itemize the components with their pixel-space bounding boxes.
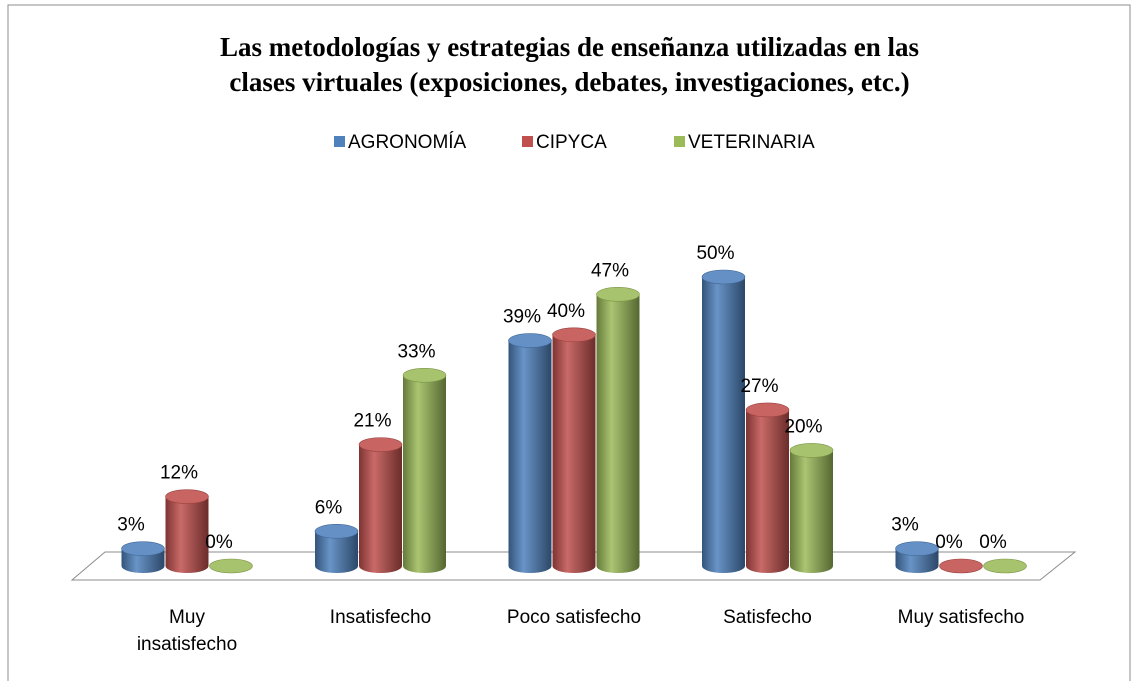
bar-body xyxy=(746,409,789,573)
bar-top xyxy=(701,269,746,285)
data-label: 0% xyxy=(979,532,1007,553)
bar-top xyxy=(596,287,640,302)
bar-top xyxy=(358,437,403,452)
bar xyxy=(895,541,939,573)
bar xyxy=(165,489,209,573)
bar-body xyxy=(165,496,209,573)
x-tick-label: Satisfecho xyxy=(723,607,812,628)
data-label: 12% xyxy=(160,463,198,484)
bar xyxy=(552,327,596,573)
bar xyxy=(701,269,746,573)
bar-top xyxy=(209,558,253,574)
bar xyxy=(314,524,359,573)
x-tick-label: Muy insatisfecho xyxy=(136,607,238,655)
bar-top xyxy=(789,443,834,458)
data-label: 3% xyxy=(891,515,919,536)
bar-body xyxy=(359,444,402,573)
data-label: 0% xyxy=(205,532,233,553)
legend-swatch xyxy=(522,136,533,147)
legend-swatch xyxy=(334,136,345,147)
bar-top xyxy=(314,524,359,539)
bar xyxy=(596,287,640,574)
data-label: 47% xyxy=(591,260,629,281)
bar-top xyxy=(745,402,790,418)
legend-label: AGRONOMÍA xyxy=(348,132,467,153)
bar-body xyxy=(403,375,446,574)
bar-top xyxy=(552,327,596,343)
bar-body xyxy=(508,340,552,573)
data-label: 21% xyxy=(353,411,391,432)
bar-top xyxy=(508,333,552,348)
bar xyxy=(508,333,552,573)
bar-body xyxy=(596,294,640,574)
x-tick-label: Poco satisfecho xyxy=(506,607,642,628)
bar-body xyxy=(552,334,596,573)
x-tick-label: Insatisfecho xyxy=(329,607,432,628)
bar-top xyxy=(895,541,939,556)
bar xyxy=(358,437,403,573)
bar-top xyxy=(165,489,209,504)
bar-top xyxy=(402,367,447,383)
data-label: 3% xyxy=(117,515,145,536)
bar xyxy=(939,558,983,574)
bar-body xyxy=(315,531,358,573)
bar xyxy=(209,558,253,574)
bar-top xyxy=(939,558,983,574)
x-tick-label: Muy satisfecho xyxy=(897,607,1025,628)
data-label: 40% xyxy=(547,301,585,322)
data-label: 6% xyxy=(315,497,343,518)
bar-top xyxy=(983,558,1027,574)
bar xyxy=(121,541,165,573)
bar-body xyxy=(702,276,745,573)
bar xyxy=(789,443,834,574)
bar xyxy=(402,367,447,574)
legend-label: CIPYCA xyxy=(536,132,607,153)
data-label: 0% xyxy=(935,532,963,553)
bar xyxy=(745,402,790,573)
data-label: 20% xyxy=(784,416,822,437)
legend-label: VETERINARIA xyxy=(688,132,815,153)
chart-frame xyxy=(7,4,1131,681)
bar-body xyxy=(790,450,833,574)
bar xyxy=(983,558,1027,574)
legend-swatch xyxy=(674,136,685,147)
bar-top xyxy=(121,541,165,556)
data-label: 33% xyxy=(397,341,435,362)
data-label: 39% xyxy=(503,307,541,328)
data-label: 50% xyxy=(696,243,734,264)
chart-title: Las metodologías y estrategias de enseña… xyxy=(220,32,919,97)
data-label: 27% xyxy=(740,376,778,397)
